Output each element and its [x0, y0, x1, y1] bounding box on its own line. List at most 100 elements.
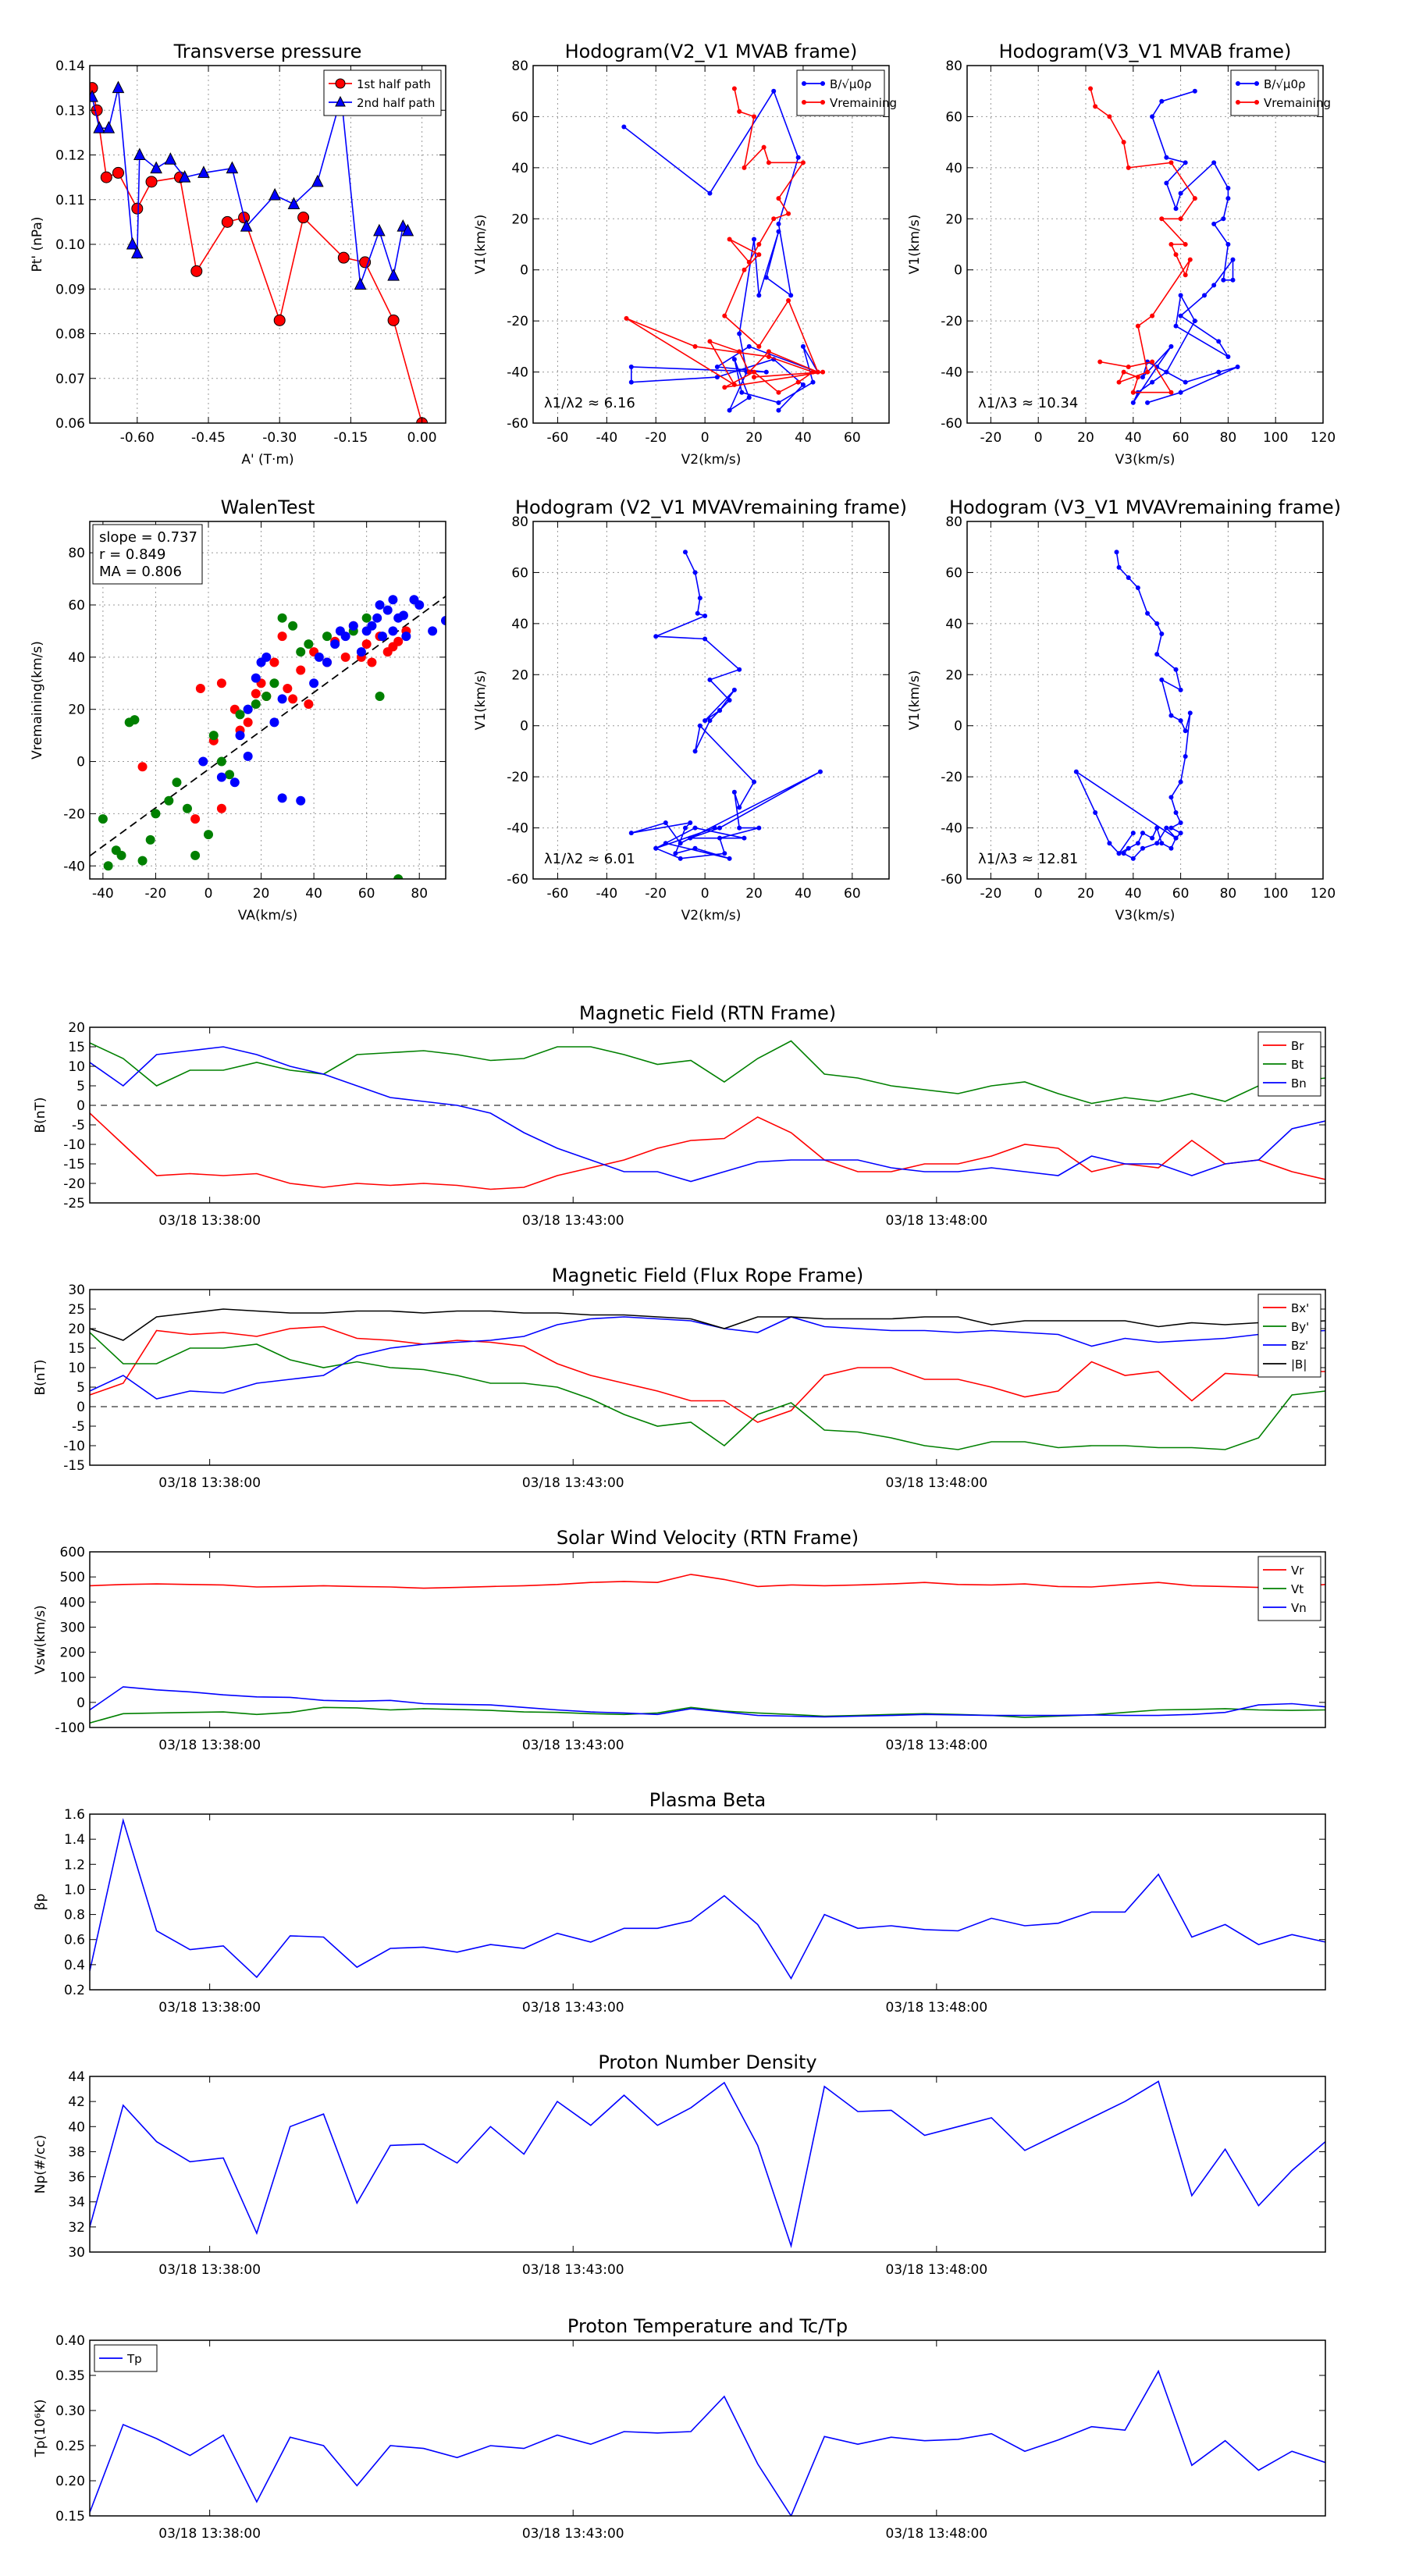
- data-point: [1093, 809, 1098, 815]
- y-tick-label: 0.2: [64, 1983, 85, 1998]
- series-v: [1073, 550, 1193, 861]
- series-vt: [90, 1706, 1325, 1724]
- data-point: [1140, 845, 1145, 851]
- y-tick-label: -20: [507, 314, 528, 329]
- y-axis-label: βp: [33, 1894, 48, 1911]
- y-tick-label: 0.06: [55, 416, 85, 432]
- data-point: [243, 704, 253, 714]
- y-axis-label: V1(km/s): [907, 215, 923, 275]
- data-point: [1168, 825, 1174, 831]
- y-tick-label: -40: [941, 365, 962, 381]
- data-point: [1225, 242, 1231, 247]
- data-point: [398, 610, 408, 621]
- y-axis-label: Pt' (nPa): [30, 217, 45, 272]
- data-point: [287, 197, 301, 209]
- series-line: [90, 1046, 1325, 1183]
- series-line: [91, 87, 408, 285]
- chart-title: WalenTest: [221, 496, 315, 518]
- x-tick-label: 0: [701, 886, 710, 902]
- data-point: [702, 614, 708, 619]
- data-point: [1183, 272, 1188, 278]
- legend-label: B/√μ0ρ: [830, 77, 872, 91]
- legend-marker: [1254, 81, 1259, 86]
- data-point: [340, 652, 350, 662]
- x-tick-label: -20: [645, 430, 667, 446]
- y-tick-label: 0: [520, 263, 528, 279]
- chart-tpt: 03/18 13:38:00 03/18 13:43:00 03/18 13:48:…: [33, 2315, 1326, 2542]
- data-point: [1159, 631, 1165, 636]
- data-point: [756, 825, 762, 831]
- y-tick-label: 10: [68, 1361, 85, 1376]
- data-point: [377, 632, 387, 642]
- x-tick-label: 03/18 13:48:00: [885, 1738, 987, 1753]
- data-point: [628, 831, 634, 836]
- data-point: [277, 793, 287, 803]
- data-point: [441, 616, 446, 626]
- x-tick-label: -40: [92, 886, 114, 902]
- data-point: [269, 187, 281, 201]
- legend-marker: [335, 95, 346, 107]
- chart-np: 03/18 13:38:00 03/18 13:43:00 03/18 13:48:…: [33, 2051, 1326, 2278]
- axes-frame: [89, 2076, 1326, 2253]
- chart-h3: -60 -40 -20 0 20 40 60 -60 -40 -20 0 20 40 60 80Hodogr…: [473, 496, 907, 923]
- data-point: [1145, 369, 1151, 375]
- data-point: [1225, 354, 1231, 359]
- y-tick-label: 100: [60, 1670, 85, 1686]
- data-point: [731, 789, 737, 795]
- data-point: [1183, 379, 1188, 385]
- legend-label: Vremaining: [1264, 96, 1331, 110]
- data-point: [727, 407, 732, 413]
- chart-title: Hodogram (V3_V1 MVAVremaining frame): [949, 496, 1341, 518]
- y-tick-label: -5: [72, 1118, 85, 1133]
- data-point: [130, 715, 140, 725]
- y-tick-label: 1.0: [64, 1882, 85, 1898]
- y-tick-label: 0.20: [55, 2474, 85, 2489]
- axes-frame: [966, 65, 1324, 424]
- data-point: [763, 275, 769, 280]
- x-axis-label: V3(km/s): [1115, 452, 1176, 468]
- data-point: [776, 229, 781, 234]
- axes-frame: [89, 1026, 1326, 1204]
- data-point: [1097, 359, 1103, 365]
- y-tick-label: 40: [68, 2119, 85, 2135]
- stats-line: slope = 0.737: [99, 529, 197, 546]
- y-tick-label: -15: [63, 1458, 85, 1474]
- data-point: [692, 570, 698, 575]
- data-point: [337, 251, 350, 264]
- y-tick-label: -40: [63, 859, 85, 874]
- y-axis-label: Vsw(km/s): [33, 1605, 48, 1674]
- series-bn: [90, 1046, 1325, 1183]
- series-vn: [90, 1686, 1325, 1718]
- series-bz-: [90, 1316, 1325, 1400]
- chart-title: Hodogram(V3_V1 MVAB frame): [999, 41, 1292, 62]
- x-axis-label: V2(km/s): [681, 452, 742, 468]
- x-tick-label: 40: [1125, 886, 1142, 902]
- x-tick-label: 20: [745, 886, 763, 902]
- x-tick-label: 03/18 13:48:00: [885, 2000, 987, 2016]
- x-tick-label: 120: [1311, 886, 1336, 902]
- data-point: [126, 237, 139, 250]
- y-tick-label: 38: [68, 2144, 85, 2160]
- y-tick-label: -60: [941, 416, 962, 432]
- y-tick-label: 60: [511, 565, 528, 581]
- data-point: [261, 691, 272, 701]
- series-bt: [90, 1040, 1325, 1105]
- data-point: [1073, 769, 1079, 774]
- data-point: [1126, 365, 1131, 370]
- data-point: [1150, 313, 1155, 318]
- legend: B/√μ0ρ Vremaining: [1230, 69, 1331, 116]
- data-point: [1192, 88, 1197, 94]
- y-tick-label: 36: [68, 2170, 85, 2186]
- legend: B/√μ0ρ Vremaining: [796, 69, 897, 116]
- data-point: [1183, 242, 1188, 247]
- y-tick-label: -20: [507, 770, 528, 785]
- series-line: [90, 1817, 1325, 1980]
- x-tick-label: -60: [547, 886, 569, 902]
- y-tick-label: 80: [511, 59, 528, 74]
- data-point: [133, 148, 146, 160]
- data-point: [102, 121, 116, 133]
- data-point: [1178, 718, 1183, 724]
- x-tick-label: -0.30: [262, 430, 297, 446]
- data-point: [810, 379, 816, 385]
